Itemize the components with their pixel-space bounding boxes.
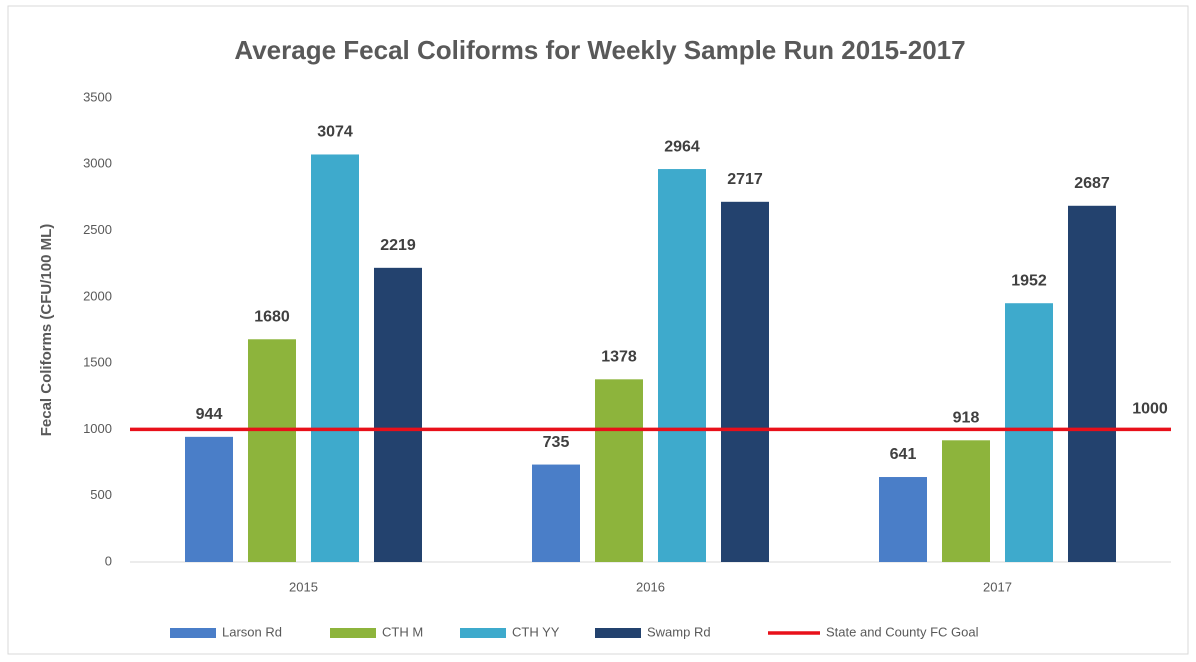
bar [595, 379, 643, 562]
value-label: 918 [953, 410, 980, 427]
bar [879, 477, 927, 562]
bar [1005, 303, 1053, 562]
value-label: 641 [890, 446, 917, 463]
y-axis-label: Fecal Coliforms (CFU/100 ML) [38, 224, 55, 437]
value-label: 1952 [1011, 272, 1047, 289]
value-label: 1680 [254, 308, 290, 325]
bar [721, 201, 769, 563]
value-label: 2687 [1074, 175, 1110, 192]
legend-label: Larson Rd [222, 624, 282, 639]
legend-swatch [170, 628, 216, 638]
x-tick-label: 2017 [983, 579, 1012, 594]
chart-title: Average Fecal Coliforms for Weekly Sampl… [234, 35, 965, 65]
bar [311, 154, 359, 562]
value-label: 735 [543, 434, 570, 451]
y-tick-label: 2500 [83, 222, 112, 237]
y-tick-label: 500 [90, 487, 112, 502]
y-tick-label: 3500 [83, 89, 112, 104]
reference-label: 1000 [1132, 401, 1168, 418]
bar [1068, 205, 1116, 562]
bar [374, 267, 422, 562]
legend-swatch [330, 628, 376, 638]
legend-label: CTH M [382, 624, 423, 639]
bar [532, 464, 580, 562]
bar [658, 169, 706, 562]
value-label: 2964 [664, 138, 700, 155]
value-label: 2717 [727, 171, 763, 188]
value-label: 3074 [317, 124, 353, 141]
y-tick-label: 1000 [83, 421, 112, 436]
bar [248, 339, 296, 562]
y-tick-label: 2000 [83, 288, 112, 303]
bar [185, 436, 233, 562]
legend-swatch [460, 628, 506, 638]
y-tick-label: 1500 [83, 355, 112, 370]
bar [942, 440, 990, 562]
legend-label: CTH YY [512, 624, 560, 639]
x-tick-label: 2015 [289, 579, 318, 594]
legend-label: Swamp Rd [647, 624, 711, 639]
x-tick-label: 2016 [636, 579, 665, 594]
y-tick-label: 0 [105, 553, 112, 568]
legend-swatch [595, 628, 641, 638]
legend-label: State and County FC Goal [826, 624, 979, 639]
value-label: 2219 [380, 237, 416, 254]
value-label: 944 [196, 406, 223, 423]
y-tick-label: 3000 [83, 156, 112, 171]
value-label: 1378 [601, 349, 637, 366]
